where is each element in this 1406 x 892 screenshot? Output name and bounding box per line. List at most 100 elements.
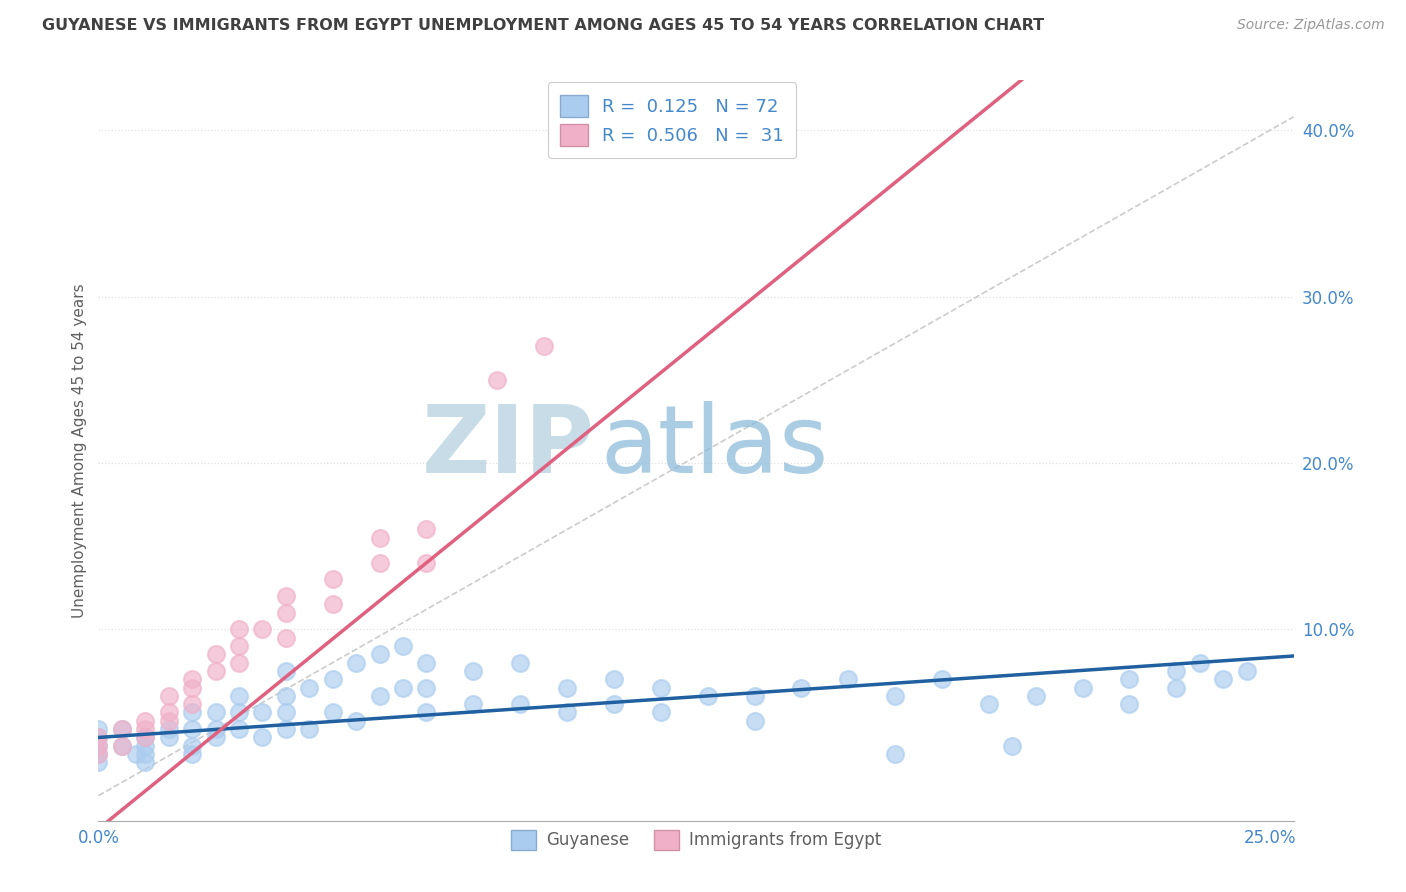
Point: [274, 722, 297, 736]
Point: [1025, 689, 1047, 703]
Point: [368, 531, 391, 545]
Text: GUYANESE VS IMMIGRANTS FROM EGYPT UNEMPLOYMENT AMONG AGES 45 TO 54 YEARS CORRELA: GUYANESE VS IMMIGRANTS FROM EGYPT UNEMPL…: [42, 18, 1045, 33]
Point: [344, 656, 367, 670]
Point: [415, 656, 437, 670]
Point: [274, 631, 297, 645]
Text: atlas: atlas: [600, 401, 828, 492]
Point: [368, 647, 391, 661]
Point: [134, 731, 156, 745]
Point: [87, 731, 110, 745]
Point: [884, 689, 907, 703]
Point: [790, 681, 813, 695]
Point: [1118, 697, 1140, 711]
Point: [1166, 681, 1188, 695]
Text: Source: ZipAtlas.com: Source: ZipAtlas.com: [1237, 18, 1385, 32]
Point: [157, 714, 180, 728]
Point: [298, 681, 321, 695]
Point: [650, 706, 672, 720]
Point: [204, 706, 226, 720]
Point: [252, 623, 274, 637]
Point: [485, 373, 508, 387]
Point: [111, 739, 134, 753]
Point: [204, 731, 226, 745]
Point: [1001, 739, 1024, 753]
Point: [134, 756, 156, 770]
Point: [87, 756, 110, 770]
Point: [415, 523, 437, 537]
Point: [111, 722, 134, 736]
Point: [603, 672, 626, 686]
Point: [228, 623, 250, 637]
Point: [463, 697, 485, 711]
Point: [125, 747, 148, 761]
Point: [134, 714, 156, 728]
Legend: Guyanese, Immigrants from Egypt: Guyanese, Immigrants from Egypt: [505, 823, 887, 856]
Point: [415, 706, 437, 720]
Point: [463, 664, 485, 678]
Point: [274, 689, 297, 703]
Point: [509, 697, 531, 711]
Point: [87, 722, 110, 736]
Point: [392, 681, 415, 695]
Point: [392, 639, 415, 653]
Point: [181, 681, 204, 695]
Point: [181, 747, 204, 761]
Point: [884, 747, 907, 761]
Point: [157, 731, 180, 745]
Point: [344, 714, 367, 728]
Point: [87, 747, 110, 761]
Point: [134, 722, 156, 736]
Point: [603, 697, 626, 711]
Point: [977, 697, 1000, 711]
Point: [274, 606, 297, 620]
Point: [696, 689, 718, 703]
Point: [368, 689, 391, 703]
Point: [111, 722, 134, 736]
Text: ZIP: ZIP: [422, 401, 595, 492]
Point: [87, 739, 110, 753]
Point: [1236, 664, 1258, 678]
Point: [1118, 672, 1140, 686]
Point: [111, 739, 134, 753]
Y-axis label: Unemployment Among Ages 45 to 54 years: Unemployment Among Ages 45 to 54 years: [72, 283, 87, 618]
Point: [744, 689, 766, 703]
Point: [533, 339, 555, 353]
Point: [298, 722, 321, 736]
Point: [322, 598, 344, 612]
Point: [87, 731, 110, 745]
Point: [157, 722, 180, 736]
Point: [181, 706, 204, 720]
Point: [181, 739, 204, 753]
Point: [415, 556, 437, 570]
Point: [322, 573, 344, 587]
Point: [555, 681, 578, 695]
Point: [204, 647, 226, 661]
Point: [555, 706, 578, 720]
Point: [274, 589, 297, 603]
Point: [181, 672, 204, 686]
Point: [274, 706, 297, 720]
Point: [228, 689, 250, 703]
Point: [87, 747, 110, 761]
Point: [134, 731, 156, 745]
Point: [1071, 681, 1094, 695]
Point: [368, 556, 391, 570]
Point: [252, 706, 274, 720]
Point: [650, 681, 672, 695]
Point: [228, 722, 250, 736]
Point: [228, 639, 250, 653]
Point: [228, 706, 250, 720]
Point: [157, 689, 180, 703]
Point: [181, 722, 204, 736]
Point: [1188, 656, 1211, 670]
Point: [134, 747, 156, 761]
Point: [87, 739, 110, 753]
Point: [181, 697, 204, 711]
Point: [509, 656, 531, 670]
Point: [837, 672, 859, 686]
Point: [415, 681, 437, 695]
Point: [744, 714, 766, 728]
Point: [322, 706, 344, 720]
Point: [228, 656, 250, 670]
Point: [931, 672, 953, 686]
